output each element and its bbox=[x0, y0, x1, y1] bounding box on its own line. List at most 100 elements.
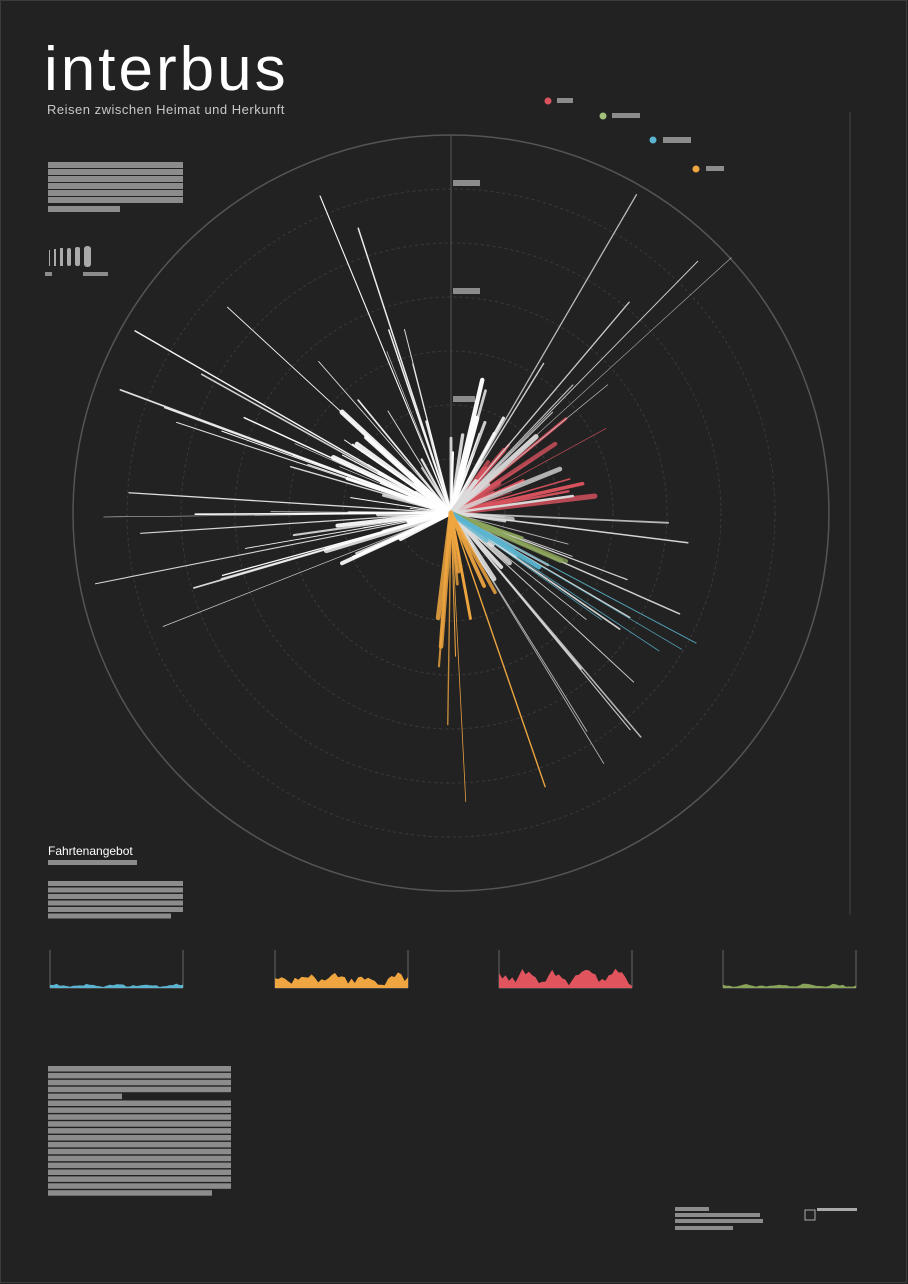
text-line bbox=[48, 1141, 231, 1148]
route-line bbox=[387, 410, 452, 514]
text-line bbox=[48, 1169, 231, 1175]
mini-area bbox=[275, 972, 408, 988]
route-line bbox=[128, 492, 452, 514]
text-line bbox=[48, 1093, 122, 1100]
route-line bbox=[448, 479, 478, 516]
text-line bbox=[48, 1148, 231, 1155]
text-line bbox=[48, 1176, 231, 1182]
route-line bbox=[221, 512, 452, 576]
route-line bbox=[450, 512, 635, 683]
text-line bbox=[48, 1135, 231, 1141]
route-line bbox=[381, 494, 453, 515]
route-line bbox=[448, 466, 563, 516]
route-line bbox=[450, 498, 489, 514]
text-line bbox=[48, 183, 183, 189]
credit-line bbox=[675, 1219, 763, 1223]
ring bbox=[234, 296, 668, 730]
key-label bbox=[83, 272, 108, 276]
key-stroke bbox=[60, 248, 63, 266]
route-line bbox=[450, 384, 574, 514]
text-line bbox=[48, 913, 171, 919]
legend-dot bbox=[599, 112, 607, 120]
text-line bbox=[48, 1190, 212, 1196]
ring-label bbox=[453, 180, 480, 186]
credit-line bbox=[675, 1213, 760, 1217]
route-line bbox=[318, 360, 452, 514]
legend-dot bbox=[649, 136, 657, 144]
section-text bbox=[48, 881, 183, 919]
ring-label bbox=[453, 396, 475, 402]
credits bbox=[675, 1207, 857, 1230]
credit-line bbox=[675, 1207, 709, 1211]
subtitle: Reisen zwischen Heimat und Herkunft bbox=[47, 102, 285, 117]
text-line bbox=[48, 907, 183, 912]
text-line bbox=[48, 1155, 231, 1162]
key-stroke bbox=[67, 248, 71, 266]
text-line bbox=[48, 900, 183, 906]
body-text bbox=[48, 1066, 231, 1196]
route-line bbox=[357, 399, 452, 514]
route-line bbox=[450, 301, 630, 514]
legend-dot bbox=[692, 165, 700, 173]
route-line bbox=[344, 439, 452, 514]
route-line bbox=[448, 510, 563, 563]
key-stroke bbox=[75, 247, 80, 266]
route-line bbox=[449, 511, 486, 588]
text-line bbox=[48, 1086, 231, 1093]
route-line bbox=[449, 511, 472, 620]
mini-area bbox=[50, 983, 183, 988]
text-line bbox=[48, 1100, 231, 1106]
key-stroke bbox=[54, 249, 56, 266]
route-line bbox=[450, 512, 569, 545]
text-line bbox=[48, 197, 183, 203]
text-line bbox=[48, 206, 120, 212]
route-line bbox=[407, 472, 453, 515]
logo bbox=[804, 1209, 816, 1221]
text-line bbox=[48, 176, 183, 182]
route-line bbox=[388, 329, 452, 514]
text-line bbox=[48, 162, 183, 168]
route-line bbox=[140, 512, 452, 534]
logo-text bbox=[817, 1208, 857, 1211]
text-line bbox=[48, 1121, 231, 1127]
text-line bbox=[48, 1162, 231, 1169]
legend-label bbox=[663, 137, 691, 143]
text-line bbox=[48, 190, 183, 196]
route-line bbox=[449, 494, 575, 515]
ring bbox=[180, 242, 722, 784]
route-line bbox=[450, 194, 638, 514]
legend-label bbox=[612, 113, 640, 118]
text-line bbox=[48, 887, 183, 893]
key-stroke bbox=[84, 246, 91, 267]
text-line bbox=[48, 1072, 231, 1079]
credit-line bbox=[675, 1226, 733, 1230]
route-line bbox=[94, 512, 452, 585]
text-line bbox=[48, 169, 183, 175]
route-line bbox=[450, 512, 605, 764]
mini-charts bbox=[49, 950, 857, 989]
route-line bbox=[450, 260, 699, 514]
route-line bbox=[448, 510, 542, 570]
section-heading: Fahrtenangebot bbox=[48, 844, 133, 858]
text-line bbox=[48, 1107, 231, 1113]
mini-area bbox=[723, 983, 856, 988]
route-line bbox=[450, 411, 554, 514]
text-line bbox=[48, 1183, 231, 1189]
legend-dot bbox=[544, 97, 552, 105]
width-key bbox=[45, 246, 108, 276]
text-line bbox=[48, 1128, 231, 1134]
route-line bbox=[292, 511, 453, 537]
route-line bbox=[450, 512, 546, 788]
radial-chart bbox=[72, 134, 830, 892]
route-line bbox=[270, 511, 452, 514]
route-line bbox=[377, 471, 453, 515]
mini-area bbox=[499, 968, 632, 988]
key-label bbox=[45, 272, 52, 276]
text-line bbox=[48, 1079, 231, 1086]
text-line bbox=[48, 1114, 231, 1120]
route-line bbox=[450, 257, 732, 514]
legend-label bbox=[557, 98, 573, 103]
